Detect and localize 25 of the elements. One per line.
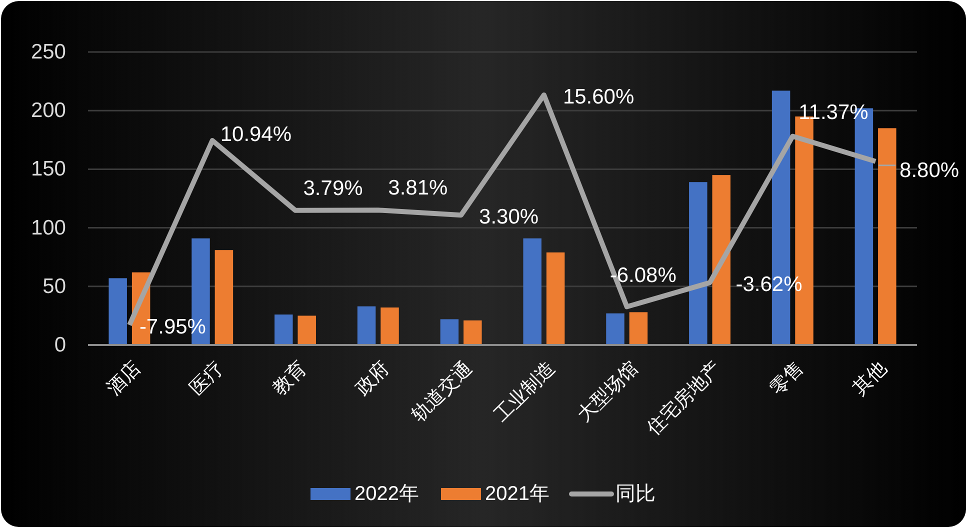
- x-tick-label: 教育: [268, 356, 311, 400]
- y-tick-label: 50: [42, 274, 66, 298]
- x-tick-label: 大型场馆: [574, 358, 642, 426]
- y-tick-label: 100: [30, 216, 66, 240]
- y-tick-label: 0: [54, 334, 66, 356]
- x-tick-label: 其他: [849, 358, 892, 400]
- x-tick-label: 轨道交通: [407, 356, 477, 426]
- data-label: 3.81%: [388, 176, 448, 200]
- x-tick-label: 零售: [766, 358, 808, 400]
- y-tick-label: 200: [30, 99, 66, 122]
- data-label: 8.80%: [900, 158, 960, 182]
- data-label: 10.94%: [220, 122, 292, 146]
- legend-label: 同比: [616, 483, 656, 505]
- data-label: 15.60%: [562, 85, 634, 108]
- legend-label: 2022年: [354, 483, 419, 505]
- y-tick-label: 250: [30, 40, 66, 64]
- x-tick-label: 工业制造: [490, 358, 560, 426]
- data-label: 3.30%: [479, 206, 539, 229]
- legend-label: 2021年: [485, 483, 550, 505]
- x-tick-label: 住宅房地产: [642, 356, 726, 440]
- x-tick-label: 医疗: [186, 358, 228, 400]
- y-tick-label: 150: [30, 158, 66, 181]
- x-tick-label: 政府: [351, 356, 394, 400]
- data-label: 3.79%: [303, 176, 363, 200]
- x-tick-label: 酒店: [102, 356, 145, 400]
